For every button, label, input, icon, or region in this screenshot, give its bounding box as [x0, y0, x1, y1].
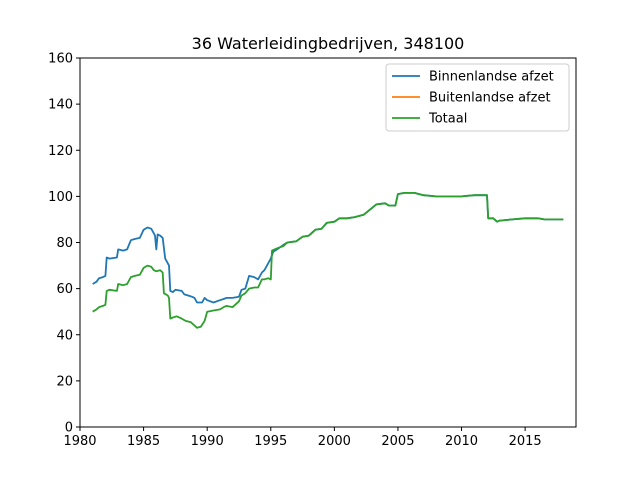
series-lines [92, 192, 564, 329]
y-tick-label: 140 [48, 98, 73, 113]
y-tick-label: 120 [48, 144, 73, 159]
x-tick-label: 1985 [127, 434, 160, 449]
y-tick-label: 20 [56, 374, 73, 389]
y-tick-label: 80 [56, 236, 73, 251]
axis-ticks: 1980 1985 1990 1995 2000 2005 2010 2015 0 20 40 60 8… [48, 52, 542, 450]
x-tick-label: 2005 [381, 434, 414, 449]
legend-box [385, 63, 570, 132]
chart-title: 36 Waterleidingbedrijven, 348100 [192, 34, 465, 53]
x-tick-label: 2000 [318, 434, 351, 449]
x-tick-label: 1990 [191, 434, 224, 449]
y-tick-label: 40 [56, 328, 73, 343]
legend-label: Totaal [428, 112, 467, 127]
legend-label: Buitenlandse afzet [429, 91, 551, 106]
y-tick-label: 0 [65, 421, 73, 436]
plot-area-frame [79, 57, 577, 428]
series-line-2 [92, 192, 564, 329]
x-tick-label: 1980 [63, 434, 96, 449]
x-tick-label: 2015 [509, 434, 542, 449]
y-tick-label: 100 [48, 190, 73, 205]
x-tick-label: 2010 [445, 434, 478, 449]
x-tick-label: 1995 [254, 434, 287, 449]
y-tick-label: 60 [56, 282, 73, 297]
y-tick-label: 160 [48, 52, 73, 67]
legend-label: Binnenlandse afzet [429, 70, 554, 85]
legend: Binnenlandse afzet Buitenlandse afzet Tota… [385, 63, 570, 132]
